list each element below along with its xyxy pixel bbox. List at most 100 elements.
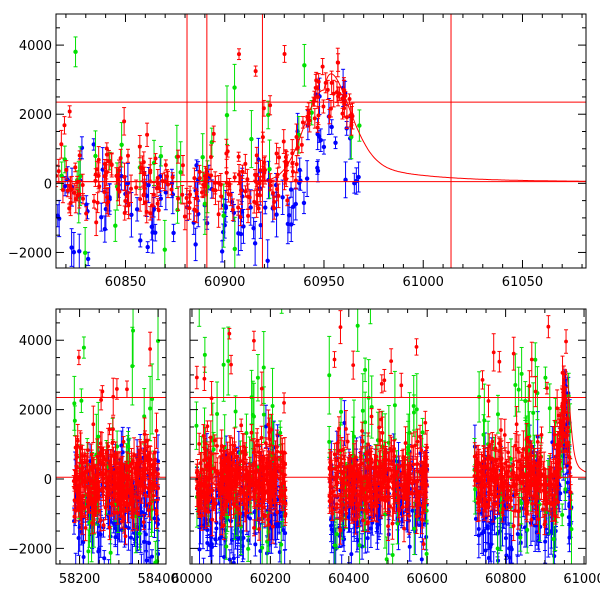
top-red-point: [103, 173, 108, 178]
bottom-right-red-point: [252, 338, 256, 343]
top-blue-point: [145, 244, 150, 250]
top-blue-point: [149, 224, 154, 229]
top-red-point: [313, 85, 318, 90]
top-red-point: [126, 203, 131, 208]
top-red-point: [312, 116, 317, 121]
bottom-left-red-point: [135, 477, 140, 482]
top-blue-point: [333, 140, 338, 145]
top-red-point: [243, 161, 248, 166]
top-red-point: [276, 193, 281, 198]
top-red-point: [316, 113, 321, 118]
top-red-point: [104, 169, 109, 174]
bottom-left-red-point: [93, 496, 98, 500]
top-red-point: [122, 174, 127, 179]
top-blue-point: [280, 195, 285, 200]
top-green-point: [232, 85, 237, 90]
top-green-point: [200, 154, 205, 160]
top-green-point: [82, 250, 88, 255]
top-red-point: [180, 163, 185, 168]
bottom-left-blue-point: [81, 555, 86, 560]
bottom-left-red-point: [98, 459, 102, 464]
bottom-right-red-point: [221, 523, 226, 528]
top-red-point: [225, 149, 230, 154]
bottom-left-blue-point: [130, 564, 134, 568]
bottom-left-red-point: [86, 448, 90, 453]
bottom-left-red-point: [122, 515, 126, 520]
top-blue-point: [222, 223, 227, 228]
bottom-left-blue-point: [128, 535, 133, 540]
top-red-point: [258, 168, 263, 173]
top-red-point: [123, 199, 128, 204]
bottom-left-red-point: [115, 387, 119, 391]
bottom-left-blue-point: [147, 541, 152, 546]
top-axes: 60850 60900 60950 61000 61050 −2000 0 2000 4000: [8, 14, 586, 290]
top-blue-point: [273, 182, 279, 188]
top-red-point: [216, 212, 221, 217]
top-red-point: [176, 154, 181, 159]
bottom-left-red-point: [130, 484, 135, 489]
top-blue-point: [301, 200, 307, 206]
bottom-left-red-point: [82, 506, 87, 511]
bottom-left-red-point: [138, 448, 143, 452]
bottom-right-green-point: [255, 375, 260, 380]
top-green-point: [224, 112, 230, 118]
top-red-point: [299, 142, 304, 147]
bottom-left-red-point: [80, 466, 84, 471]
top-y-tick-label: 4000: [19, 39, 52, 54]
bottom-right-data-points: [194, 301, 574, 564]
bottom-right-blue-point: [214, 526, 219, 531]
top-y-tick-label: 0: [44, 177, 52, 192]
top-red-point: [320, 64, 325, 69]
top-green-point: [59, 173, 64, 178]
top-red-point: [334, 90, 339, 95]
top-red-point: [68, 183, 73, 188]
bottom-left-blue-point: [156, 551, 161, 556]
top-red-point: [253, 172, 258, 177]
top-plot-frame: [55, 13, 587, 269]
bottom-left-red-point: [137, 495, 142, 500]
top-red-point: [315, 125, 320, 130]
top-red-point: [84, 211, 89, 216]
top-red-point: [60, 188, 65, 193]
top-red-point: [180, 192, 185, 197]
bottom-right-red-point: [205, 424, 210, 429]
top-blue-point: [158, 196, 163, 201]
top-blue-point: [343, 177, 348, 183]
bottom-left-blue-point: [142, 540, 147, 545]
top-red-point: [165, 182, 170, 187]
bottom-right-red-point: [239, 423, 244, 428]
top-red-point: [247, 195, 252, 200]
bottom-left-red-point: [108, 459, 112, 464]
bottom-left-red-point: [75, 438, 80, 443]
bottom-left-red-point: [109, 501, 114, 506]
top-red-point: [156, 208, 161, 213]
top-red-point: [347, 97, 352, 102]
top-red-point: [67, 109, 72, 114]
top-blue-point: [356, 174, 361, 180]
bottom-right-green-point: [226, 359, 231, 364]
bottom-left-red-point: [90, 520, 95, 525]
bottom-left-blue-point: [76, 536, 81, 541]
bottom-right-red-point: [282, 401, 286, 405]
bottom-right-blue-point: [205, 541, 210, 546]
bottom-left-red-point: [87, 478, 92, 483]
bottom-right-red-point: [257, 450, 261, 455]
top-red-point: [118, 156, 123, 161]
top-red-point: [294, 162, 299, 167]
bottom-left-red-point: [89, 496, 94, 501]
bottom-right-blue-point: [235, 537, 240, 542]
top-blue-point: [95, 290, 99, 294]
top-blue-point: [252, 241, 258, 246]
bottom-left-blue-point: [147, 566, 151, 570]
top-x-tick-label: 60950: [303, 275, 344, 290]
top-blue-point: [223, 205, 229, 211]
bottom-right-green-point: [280, 301, 284, 305]
top-green-point: [202, 201, 208, 207]
top-red-point: [153, 156, 158, 161]
top-red-point: [209, 173, 214, 178]
top-red-point: [281, 139, 286, 144]
top-blue-point: [99, 214, 104, 220]
top-red-point: [331, 91, 336, 96]
bottom-right-red-point: [238, 511, 243, 516]
bottom-left-red-point: [107, 525, 112, 530]
